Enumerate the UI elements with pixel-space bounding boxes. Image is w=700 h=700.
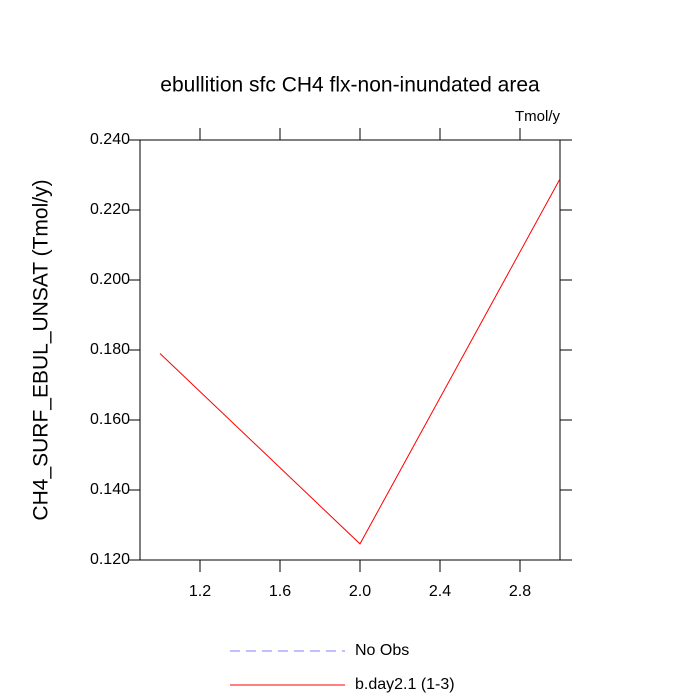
y-tick-label: 0.120 [90, 551, 130, 568]
y-tick-label: 0.160 [90, 411, 130, 428]
y-tick-label: 0.140 [90, 481, 130, 498]
y-tick-label: 0.180 [90, 341, 130, 358]
y-tick-label: 0.200 [90, 271, 130, 288]
data-line [159, 178, 561, 545]
y-tick-label: 0.240 [90, 131, 130, 148]
x-tick-label: 1.6 [269, 583, 291, 600]
x-tick-label: 1.2 [189, 583, 211, 600]
x-tick-label: 2.4 [429, 583, 451, 600]
legend-label: b.day2.1 (1-3) [355, 676, 455, 693]
y-axis-label: CH4_SURF_EBUL_UNSAT (Tmol/y) [30, 179, 53, 520]
x-tick-label: 2.0 [349, 583, 371, 600]
y-tick-label: 0.220 [90, 201, 130, 218]
x-tick-label: 2.8 [509, 583, 531, 600]
legend-label: No Obs [355, 642, 409, 659]
units-label: Tmol/y [515, 108, 561, 125]
chart-title: ebullition sfc CH4 flx-non-inundated are… [160, 74, 540, 97]
